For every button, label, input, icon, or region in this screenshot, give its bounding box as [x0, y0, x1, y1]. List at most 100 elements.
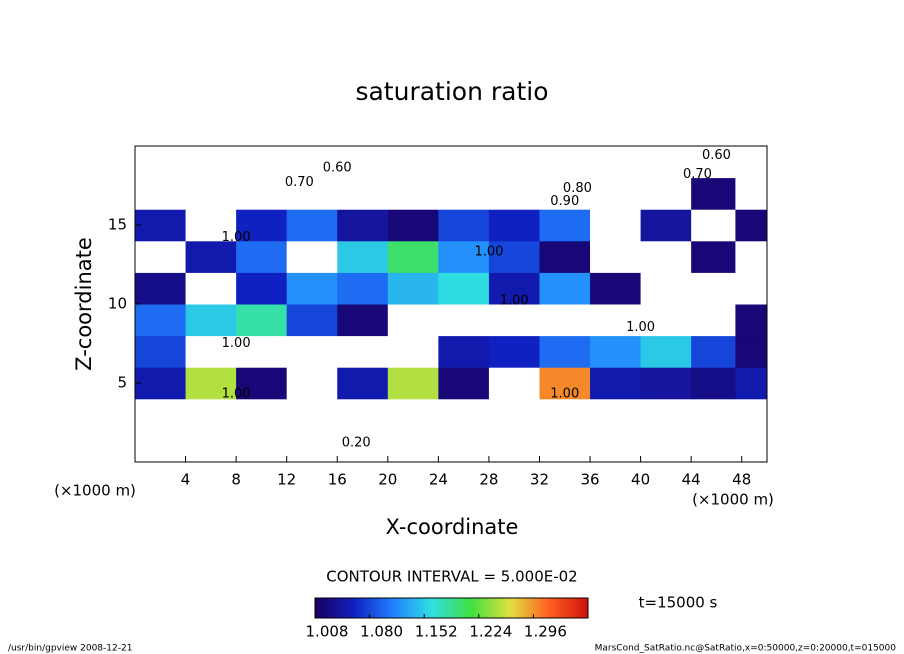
- time-label: t=15000 s: [639, 594, 718, 612]
- heat-cell: [640, 430, 692, 463]
- y-tick-label: 15: [108, 216, 127, 234]
- heat-cell: [590, 146, 642, 179]
- contour-label: 0.60: [323, 161, 352, 176]
- x-tick-label: 8: [231, 471, 241, 489]
- heat-cell: [438, 209, 490, 242]
- heat-cell: [286, 209, 338, 242]
- colorbar-tick-label: 1.008: [306, 623, 349, 641]
- heat-cell: [185, 146, 237, 179]
- heat-cell: [735, 304, 768, 337]
- contour-label: 0.20: [342, 436, 371, 451]
- x-tick-label: 44: [682, 471, 701, 489]
- heat-cell: [735, 430, 768, 463]
- heat-cell: [135, 367, 187, 400]
- heat-cell: [735, 367, 768, 400]
- heat-cell: [488, 398, 540, 431]
- heat-cell: [539, 430, 591, 463]
- heat-cell: [286, 272, 338, 305]
- contour-label: 1.00: [550, 387, 579, 402]
- heat-cell: [337, 335, 389, 368]
- heat-cell: [735, 146, 768, 179]
- colorbar-tick-label: 1.152: [415, 623, 458, 641]
- heat-cell: [135, 430, 187, 463]
- x-tick-label: 36: [580, 471, 599, 489]
- contour-label: 1.00: [222, 336, 251, 351]
- heat-cell: [640, 209, 692, 242]
- y-tick-label: 10: [108, 295, 127, 313]
- heat-cell: [286, 398, 338, 431]
- heat-cell: [590, 209, 642, 242]
- contour-label: 0.60: [702, 148, 731, 163]
- heat-cell: [438, 398, 490, 431]
- heat-cell: [135, 304, 187, 337]
- heat-cell: [691, 304, 736, 337]
- heat-cell: [135, 209, 187, 242]
- heat-cell: [135, 398, 187, 431]
- heat-cell: [438, 335, 490, 368]
- heat-cell: [640, 272, 692, 305]
- y-tick-label: 5: [117, 374, 127, 392]
- heat-cell: [735, 272, 768, 305]
- x-tick-label: 12: [277, 471, 296, 489]
- heat-cell: [135, 272, 187, 305]
- heat-cell: [735, 209, 768, 242]
- heat-cell: [735, 177, 768, 210]
- heat-cell: [590, 177, 642, 210]
- heat-cell: [236, 209, 288, 242]
- heat-cell: [691, 146, 736, 179]
- heat-cell: [590, 272, 642, 305]
- x-axis-title: X-coordinate: [386, 515, 519, 539]
- heat-cell: [286, 240, 338, 273]
- heat-cell: [691, 398, 736, 431]
- heat-cell: [236, 272, 288, 305]
- heat-cell: [691, 367, 736, 400]
- heat-cell: [691, 272, 736, 305]
- heat-cell: [387, 240, 439, 273]
- heat-cell: [488, 335, 540, 368]
- heat-cell: [387, 430, 439, 463]
- contour-label: 1.00: [626, 320, 655, 335]
- heat-cell: [539, 240, 591, 273]
- x-tick-label: 48: [732, 471, 751, 489]
- heat-cell: [236, 430, 288, 463]
- heat-cell: [387, 177, 439, 210]
- heat-cell: [185, 177, 237, 210]
- heat-cell: [539, 177, 591, 210]
- heat-cell: [539, 398, 591, 431]
- heat-cell: [438, 240, 490, 273]
- contour-label: 1.00: [222, 230, 251, 245]
- heat-cell: [286, 146, 338, 179]
- heat-cell: [135, 177, 187, 210]
- heat-cell: [590, 335, 642, 368]
- heat-cell: [185, 304, 237, 337]
- heat-cell: [286, 430, 338, 463]
- heat-cell: [337, 209, 389, 242]
- heat-cell: [691, 209, 736, 242]
- heat-cell: [640, 398, 692, 431]
- heat-cell: [236, 398, 288, 431]
- heat-cell: [640, 240, 692, 273]
- contour-interval: CONTOUR INTERVAL = 5.000E-02: [326, 568, 577, 586]
- contour-label: 1.00: [222, 387, 251, 402]
- heat-cell: [691, 177, 736, 210]
- heat-cell: [735, 335, 768, 368]
- colorbar: [314, 597, 589, 619]
- heat-cell: [539, 209, 591, 242]
- heat-cell: [236, 177, 288, 210]
- heat-cell: [539, 367, 591, 400]
- heat-cell: [236, 335, 288, 368]
- heat-cell: [488, 367, 540, 400]
- heat-cell: [337, 146, 389, 179]
- x-tick-label: 16: [328, 471, 347, 489]
- heat-cell: [337, 398, 389, 431]
- heat-cell: [488, 272, 540, 305]
- heat-cell: [387, 146, 439, 179]
- x-tick-label: 32: [530, 471, 549, 489]
- heat-cell: [590, 398, 642, 431]
- heat-cell: [640, 177, 692, 210]
- heat-cell: [590, 430, 642, 463]
- heat-cell: [387, 398, 439, 431]
- heat-cell: [135, 335, 187, 368]
- chart-title: saturation ratio: [355, 77, 548, 106]
